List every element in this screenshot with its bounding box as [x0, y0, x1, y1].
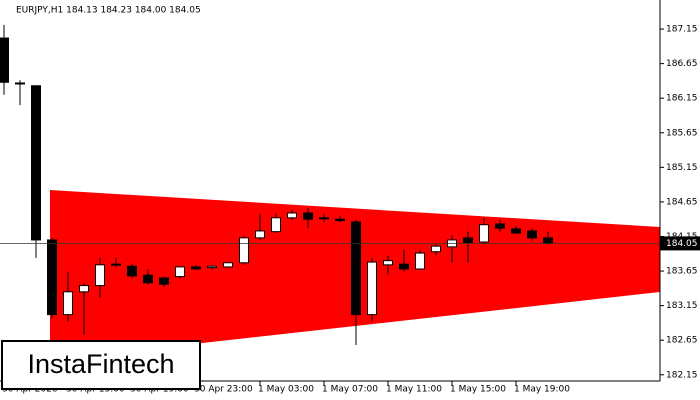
y-tick-label: 185.15 — [666, 163, 698, 173]
candle-body — [207, 265, 217, 269]
candle-body — [415, 252, 425, 270]
candle-body — [159, 277, 169, 285]
candle-body — [175, 266, 185, 278]
candle-body — [383, 260, 393, 266]
x-tick-label: 1 May 11:00 — [386, 385, 442, 395]
candle-body — [303, 212, 313, 220]
candle-body — [399, 263, 409, 270]
logo: InstaFintech — [27, 349, 174, 379]
candle-body — [463, 237, 473, 244]
symbol-info: EURJPY,H1 184.13 184.23 184.00 184.05 — [16, 6, 201, 16]
candle-body — [127, 265, 137, 277]
y-tick-label: 183.15 — [666, 301, 698, 311]
candle-body — [255, 230, 265, 239]
candle-body — [15, 82, 25, 85]
candle-body — [495, 223, 505, 229]
y-tick-label: 186.65 — [666, 59, 698, 69]
candle-body — [47, 239, 57, 316]
candle-body — [335, 218, 345, 222]
candle-body — [543, 237, 553, 244]
y-tick-label: 182.65 — [666, 336, 698, 346]
candle-body — [143, 274, 153, 284]
last-price-label: 184.05 — [666, 239, 698, 249]
candle-body — [367, 261, 377, 316]
candle-body — [287, 212, 297, 219]
candle-body — [0, 37, 9, 83]
y-tick-label: 184.65 — [666, 197, 698, 207]
y-tick-label: 182.15 — [666, 370, 698, 380]
x-tick-label: 1 May 19:00 — [514, 385, 570, 395]
candle-body — [431, 245, 441, 253]
candle-body — [63, 291, 73, 316]
x-tick-label: 1 May 07:00 — [322, 385, 378, 395]
last-price-box — [660, 236, 700, 251]
candle-body — [239, 237, 249, 264]
candle-body — [351, 221, 361, 316]
candle-body — [79, 285, 89, 293]
candle-body — [527, 230, 537, 239]
y-tick-label: 185.65 — [666, 128, 698, 138]
x-tick-label: 1 May 15:00 — [450, 385, 506, 395]
candle-body — [95, 264, 105, 287]
y-tick-label: 186.15 — [666, 94, 698, 104]
candle-body — [223, 262, 233, 268]
candle-body — [191, 266, 201, 270]
candle-body — [31, 85, 41, 241]
candle-body — [271, 217, 281, 233]
y-tick-label: 183.65 — [666, 267, 698, 277]
candle-body — [319, 217, 329, 220]
candle-body — [479, 224, 489, 243]
y-tick-label: 187.15 — [666, 25, 698, 35]
x-tick-label: 1 May 03:00 — [258, 385, 314, 395]
candle-body — [511, 228, 521, 234]
candle-body — [111, 263, 121, 266]
logo-box — [1, 340, 201, 390]
x-tick-label: 30 Apr 23:00 — [194, 385, 253, 395]
